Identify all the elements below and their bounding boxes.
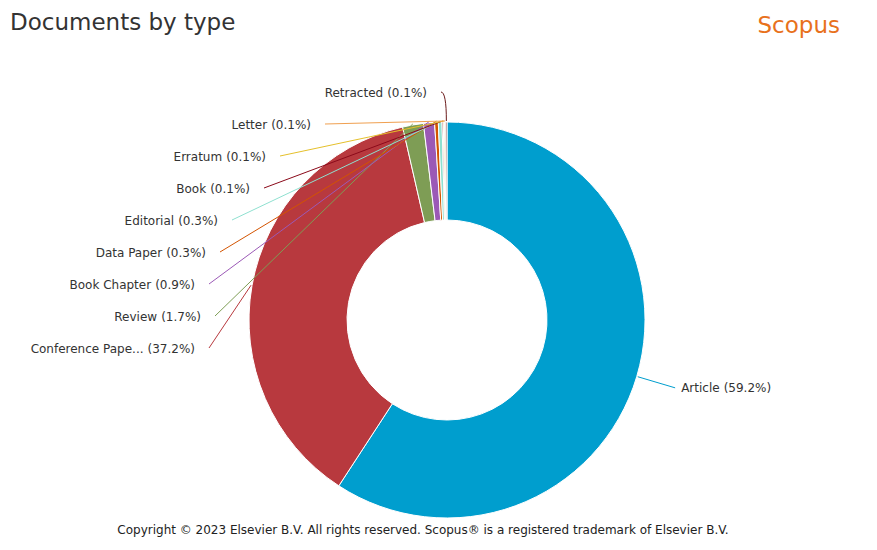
logo: Scopus <box>758 12 840 38</box>
data-label: Review (1.7%) <box>114 310 201 324</box>
data-label: Erratum(0.1%) <box>174 150 266 164</box>
label-value: (0.1%) <box>210 182 250 196</box>
label-value: (1.7%) <box>161 310 201 324</box>
slice <box>249 127 425 486</box>
connectors <box>209 92 675 388</box>
connector <box>638 377 675 388</box>
label-category: Retracted <box>325 86 383 100</box>
connector <box>441 92 446 121</box>
slices <box>249 122 645 518</box>
connector <box>220 121 436 252</box>
slice <box>446 122 447 220</box>
label-value: (0.3%) <box>166 246 206 260</box>
data-label: Article (59.2%) <box>681 381 771 395</box>
label-category: Book <box>176 182 206 196</box>
connector <box>209 285 251 348</box>
data-label: Editorial(0.3%) <box>125 214 218 228</box>
connector <box>215 124 413 316</box>
connector <box>232 121 440 220</box>
connector <box>325 121 445 124</box>
label-category: Article <box>681 381 720 395</box>
data-label: Retracted (0.1%) <box>325 86 427 100</box>
label-value: (0.1%) <box>271 118 311 132</box>
chart: Documents by type Scopus Copyright © 2023 … <box>0 0 877 550</box>
label-value: (37.2%) <box>148 342 195 356</box>
label-value: (0.3%) <box>178 214 218 228</box>
slice <box>445 122 447 220</box>
label-category: Erratum <box>174 150 223 164</box>
label-value: (0.1%) <box>387 86 427 100</box>
data-label: Book (0.1%) <box>176 182 250 196</box>
label-category: Book Chapter <box>69 278 151 292</box>
label-category: Conference Pape... <box>31 342 144 356</box>
label-value: (0.9%) <box>155 278 195 292</box>
data-label: Letter(0.1%) <box>232 118 311 132</box>
label-category: Letter <box>232 118 268 132</box>
data-label: Data Paper(0.3%) <box>96 246 206 260</box>
label-category: Data Paper <box>96 246 163 260</box>
title: Documents by type <box>10 9 235 35</box>
label-value: (0.1%) <box>226 150 266 164</box>
label-value: (59.2%) <box>724 381 771 395</box>
data-label: Book Chapter (0.9%) <box>69 278 195 292</box>
labels: Article (59.2%) Conference Pape... (37.2%) R… <box>31 86 771 395</box>
label-category: Editorial <box>125 214 175 228</box>
footer: Copyright © 2023 Elsevier B.V. All right… <box>117 523 728 537</box>
data-label: Conference Pape... (37.2%) <box>31 342 195 356</box>
label-category: Review <box>114 310 157 324</box>
